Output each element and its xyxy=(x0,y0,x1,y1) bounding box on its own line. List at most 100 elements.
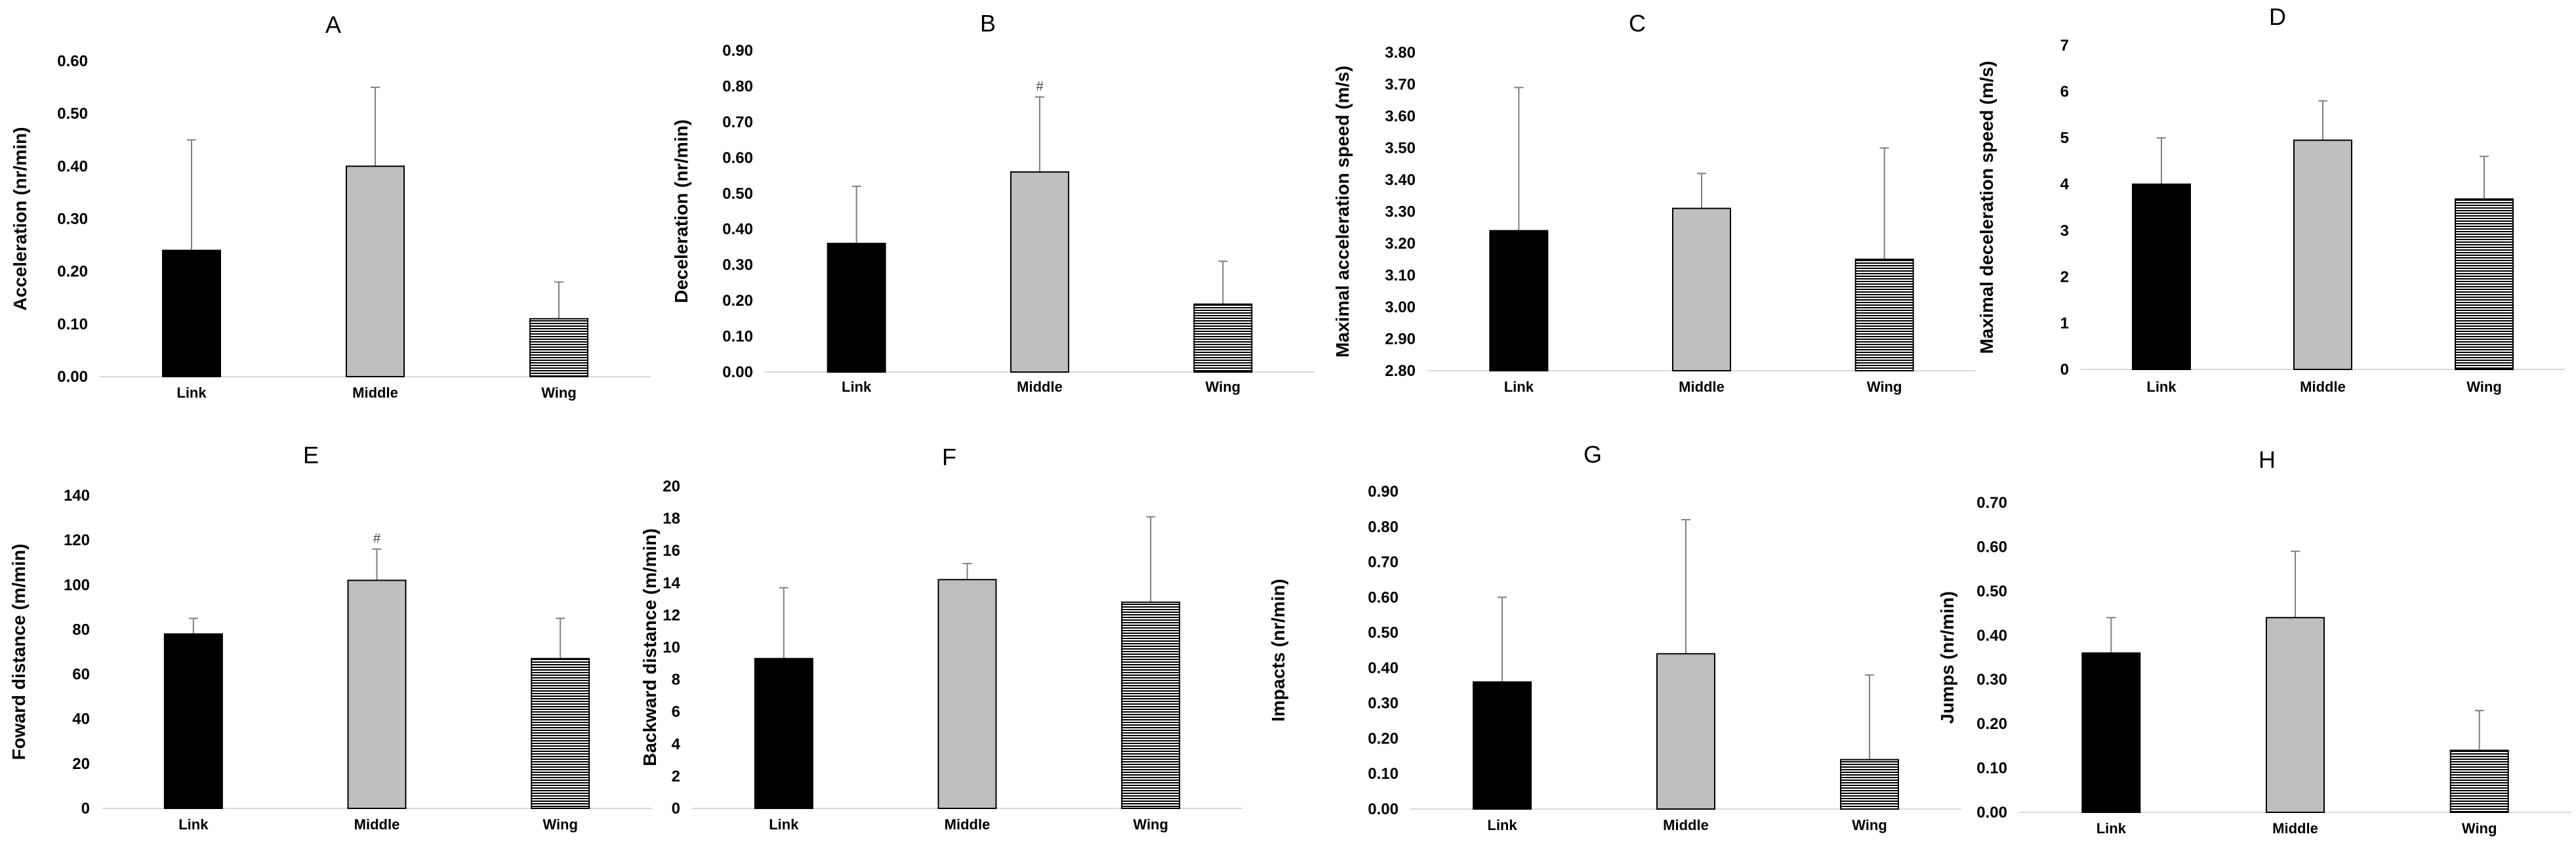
y-tick-label: 3.80 xyxy=(1385,44,1416,62)
y-tick-label: 0.50 xyxy=(1976,583,2007,600)
bar-middle xyxy=(1010,171,1069,373)
y-axis-label: Foward distance (m/min) xyxy=(9,544,29,760)
chart-panel-g: G Impacts (nr/min) 0.00 0.10 0.20 0.30 0.40 0.5… xyxy=(1268,441,1961,833)
y-tick-label: 0.60 xyxy=(57,52,88,70)
y-tick-label: 3 xyxy=(2060,222,2069,239)
significance-marker: # xyxy=(373,531,381,546)
y-tick-label: 6 xyxy=(672,703,680,721)
y-tick-label: 0.30 xyxy=(1368,695,1399,713)
bar-wing xyxy=(1121,601,1181,809)
bar-wing xyxy=(529,318,588,378)
significance-marker: # xyxy=(1036,79,1044,94)
x-tick-label: Middle xyxy=(1679,379,1725,395)
y-tick-label: 0.60 xyxy=(1976,538,2007,556)
y-tick-label: 6 xyxy=(2060,83,2069,101)
x-tick-label: Middle xyxy=(2272,820,2318,837)
x-tick-label: Middle xyxy=(352,385,398,401)
bar-wing xyxy=(1193,303,1253,373)
y-tick-label: 3.40 xyxy=(1385,171,1416,189)
x-tick-label: Wing xyxy=(2466,379,2502,395)
y-tick-label: 0.30 xyxy=(1976,671,2007,689)
y-tick-label: 0.40 xyxy=(1976,627,2007,644)
y-tick-label: 4 xyxy=(2060,176,2070,194)
y-tick-label: 20 xyxy=(663,478,680,495)
y-tick-label: 0.80 xyxy=(1368,518,1399,536)
y-tick-label: 0.60 xyxy=(1368,589,1399,606)
y-tick-label: 0.20 xyxy=(1368,730,1399,747)
y-tick-label: 0.20 xyxy=(57,263,88,281)
x-tick-label: Link xyxy=(2146,379,2177,395)
y-tick-label: 0.00 xyxy=(722,364,753,381)
y-tick-label: 0.40 xyxy=(57,157,88,175)
y-tick-label: 5 xyxy=(2060,129,2069,147)
y-tick-label: 120 xyxy=(64,531,90,549)
bar-link xyxy=(827,243,886,373)
y-axis-label: Deceleration (nr/min) xyxy=(671,119,691,303)
y-tick-label: 14 xyxy=(663,574,680,592)
panel-title: E xyxy=(303,442,319,468)
bar-wing xyxy=(531,657,590,809)
bar-link xyxy=(1489,230,1549,371)
y-tick-label: 0.50 xyxy=(722,185,753,203)
y-tick-label: 1 xyxy=(2060,314,2069,332)
y-tick-label: 0.50 xyxy=(1368,624,1399,642)
chart-panel-d: D Maximal deceleration speed (m/s) 0 1 2 3 4 5 6… xyxy=(1976,3,2565,395)
y-tick-label: 80 xyxy=(72,621,90,638)
y-tick-label: 0.50 xyxy=(57,105,88,123)
bar-middle xyxy=(1656,653,1715,810)
y-tick-label: 0.30 xyxy=(57,211,88,228)
x-tick-label: Wing xyxy=(541,385,577,401)
bar-link xyxy=(1473,681,1532,810)
y-tick-label: 0.40 xyxy=(722,220,753,238)
bar-link xyxy=(2081,652,2141,813)
chart-panel-e: E Foward distance (m/min) 0 20 40 60 80 100 120 1… xyxy=(9,442,652,833)
y-tick-label: 0.10 xyxy=(1368,765,1399,783)
y-tick-label: 60 xyxy=(72,666,90,684)
x-tick-label: Wing xyxy=(1206,379,1241,395)
bar-middle xyxy=(1672,207,1731,371)
chart-panel-c: C Maximal acceleration speed (m/s) 2.80 2.9… xyxy=(1332,10,1976,395)
y-tick-label: 140 xyxy=(64,487,90,505)
y-tick-label: 0.40 xyxy=(1368,659,1399,677)
y-tick-label: 3.60 xyxy=(1385,108,1416,125)
x-tick-label: Wing xyxy=(542,816,578,833)
bar-middle xyxy=(937,579,997,809)
panel-title: D xyxy=(2269,3,2286,30)
y-tick-label: 0.30 xyxy=(722,257,753,274)
x-tick-label: Link xyxy=(1487,817,1517,833)
bar-link xyxy=(2132,183,2191,370)
y-tick-label: 0.80 xyxy=(722,77,753,95)
bar-link xyxy=(163,633,223,809)
panel-title: H xyxy=(2259,446,2276,473)
y-tick-label: 0.70 xyxy=(1368,554,1399,572)
bar-wing xyxy=(1840,759,1899,810)
bar-wing xyxy=(2449,749,2509,813)
panel-title: F xyxy=(942,444,956,470)
y-tick-label: 2 xyxy=(2060,268,2069,286)
x-tick-label: Middle xyxy=(1663,817,1709,833)
panel-title: A xyxy=(325,11,341,38)
y-tick-label: 100 xyxy=(64,576,90,594)
y-tick-label: 3.50 xyxy=(1385,140,1416,157)
x-tick-label: Wing xyxy=(1133,816,1168,833)
y-tick-label: 0.70 xyxy=(1976,494,2007,512)
x-tick-label: Wing xyxy=(1852,817,1887,833)
y-tick-label: 12 xyxy=(663,606,680,624)
panel-title: C xyxy=(1629,10,1646,37)
y-tick-label: 0 xyxy=(81,800,90,818)
y-tick-label: 0.20 xyxy=(722,292,753,310)
y-tick-label: 0.20 xyxy=(1976,715,2007,733)
y-tick-label: 0.00 xyxy=(1368,801,1399,818)
y-tick-label: 20 xyxy=(72,755,90,773)
y-tick-label: 2.90 xyxy=(1385,331,1416,348)
bar-middle xyxy=(2266,617,2325,813)
bar-middle xyxy=(347,579,407,809)
y-axis-label: Maximal deceleration speed (m/s) xyxy=(1976,61,1997,354)
y-axis-label: Backward distance (m/min) xyxy=(640,528,660,766)
x-tick-label: Link xyxy=(2096,820,2127,837)
bar-wing xyxy=(1854,259,1914,371)
x-tick-label: Link xyxy=(176,385,207,401)
y-tick-label: 7 xyxy=(2060,37,2069,54)
y-tick-label: 0.10 xyxy=(722,328,753,346)
